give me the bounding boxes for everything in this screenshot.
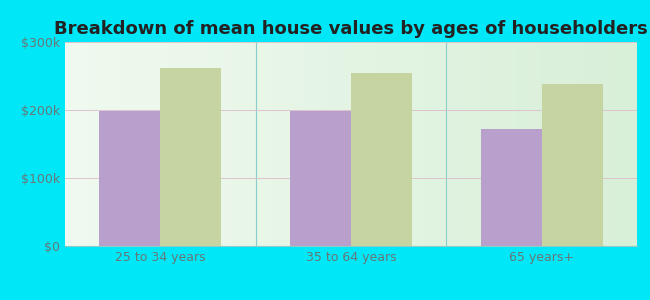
Bar [161, 68, 222, 246]
Bar [290, 111, 351, 246]
Legend: Woodmere, Louisiana: Woodmere, Louisiana [228, 298, 474, 300]
Title: Breakdown of mean house values by ages of householders: Breakdown of mean house values by ages o… [54, 20, 648, 38]
Bar [541, 84, 603, 246]
Bar [351, 73, 412, 246]
Bar [99, 111, 161, 246]
Bar [480, 129, 541, 246]
